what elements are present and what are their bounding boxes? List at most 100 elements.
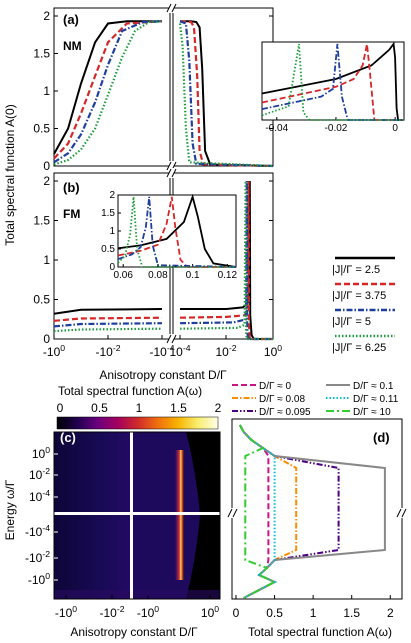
legend-label: D/Γ ≈ 0.11 — [353, 394, 399, 405]
y-tick-label: 0 — [43, 332, 50, 346]
heatmap-frame — [53, 431, 221, 600]
panel-b-inset: 0.06 0.08 0.1 0.12 0 0.5 1 1.5 2 — [101, 190, 237, 281]
x-tick-label: 1.5 — [343, 606, 360, 620]
panel-d-legend: D/Γ ≈ 0 D/Γ ≈ 0.08 D/Γ ≈ 0.095 D/Γ ≈ 0.1 D/Γ… — [232, 381, 399, 418]
x-tick-label: 0.5 — [266, 606, 283, 620]
panel-a-ylabel: Total spectral function A(0) — [3, 104, 17, 245]
inset-x-tick-label: -0.02 — [325, 123, 348, 134]
axis-break-bottom-gap — [169, 334, 174, 344]
inset-x-tick-label: 0.1 — [186, 270, 200, 281]
x-tick-label: -10-2 — [95, 343, 120, 359]
panel-d-break-left-slash2 — [232, 508, 238, 518]
x-tick-label: 100 — [264, 343, 282, 359]
inset-x-tick-label: -0.04 — [265, 123, 288, 134]
panel-d: D/Γ ≈ 0 D/Γ ≈ 0.08 D/Γ ≈ 0.095 D/Γ ≈ 0.1 D/Γ… — [227, 381, 407, 639]
panel-b-xlabel: Anisotropy constant D/Γ — [99, 368, 227, 382]
heatmap — [53, 431, 221, 600]
panel-d-label: (d) — [373, 430, 390, 445]
axis-break-bottom-slash2 — [171, 334, 177, 344]
y-tick-label: 2 — [43, 174, 50, 188]
x-tick-label: -10-4 — [149, 343, 174, 359]
legend-label: |J|/Γ = 5 — [332, 316, 371, 328]
panel-d-break-right-slash1 — [396, 508, 402, 518]
y-tick-label: 10-4 — [29, 488, 50, 504]
series-0-left — [53, 308, 163, 315]
panel-c-y-ticks: 100 10-2 10-4 -10-4 -10-2 -100 — [25, 445, 58, 587]
x-tick-label: 10-2 — [215, 343, 236, 359]
panel-a: (a) NM 0 0.5 1 1.5 2 -0.04 -0.02 0 — [33, 3, 405, 173]
series-3-left — [53, 327, 163, 333]
series-3-right — [178, 23, 274, 168]
series-2-right — [179, 180, 273, 341]
x-tick-label: 10-4 — [169, 343, 190, 359]
panel-d-series-5 — [239, 424, 277, 599]
inset-series-0 — [117, 193, 237, 268]
colorbar-tick-label: 2 — [215, 401, 222, 415]
panel-d-curves — [227, 424, 407, 599]
inset-y-tick-label: 0 — [109, 262, 115, 273]
axis-break-top-slash1 — [166, 3, 172, 13]
inset-series-1 — [261, 43, 404, 121]
y-tick-label: 1 — [43, 253, 50, 267]
axis-break-bottom-slash1 — [166, 161, 172, 171]
inset-frame — [117, 194, 237, 268]
heatmap-horizontal-break — [54, 512, 220, 515]
panel-d-xlabel: Total spectral function A(ω) — [248, 625, 392, 639]
panel-b-curves — [53, 168, 273, 344]
inset-series-2 — [117, 196, 237, 268]
series-1-left — [53, 316, 163, 322]
x-tick-label: 2 — [387, 606, 394, 620]
axis-break-bottom-gap — [169, 161, 174, 171]
inset-series-0 — [261, 41, 404, 121]
panel-b-tag: FM — [63, 207, 80, 221]
panel-b-x-ticks: -100 -10-2 -10-410-4 10-2 100 — [43, 335, 282, 359]
axis-break-bottom-slash1 — [166, 334, 172, 344]
panel-c-title: Total spectral function A(ω) — [58, 384, 202, 398]
inset-x-tick-label: 0.12 — [218, 270, 238, 281]
panel-a-curves — [53, 3, 274, 171]
x-tick-label: 1 — [310, 606, 317, 620]
legend-label: D/Γ ≈ 0.08 — [259, 394, 305, 405]
colorbar-tick-label: 1 — [136, 401, 143, 415]
y-tick-label: 10-2 — [29, 466, 50, 482]
panel-a-frame-left — [53, 7, 171, 167]
panel-d-break-right-gap — [399, 508, 404, 518]
colorbar-bar — [56, 416, 219, 430]
panel-b: (b) FM 0 0.5 1 1.5 2 -100 -10-2 -10-410-4 10-2 1… — [33, 168, 282, 382]
legend-label: D/Γ ≈ 0 — [259, 381, 292, 392]
y-tick-label: 1.5 — [33, 214, 50, 228]
panel-a-tag: NM — [63, 39, 82, 53]
y-tick-label: 100 — [32, 445, 50, 461]
panel-d-frame — [231, 418, 403, 600]
axis-break-top-slash2 — [171, 3, 177, 13]
heatmap-left-block — [54, 432, 130, 599]
x-tick-label: -100 — [137, 604, 159, 620]
x-tick-label: -100 — [55, 604, 77, 620]
legend-label: D/Γ ≈ 0.1 — [353, 381, 394, 392]
colorbar-tick-label: 0.5 — [91, 401, 108, 415]
panel-a-y-ticks: 0 0.5 1 1.5 2 — [33, 9, 273, 173]
y-tick-label: 0 — [43, 159, 50, 173]
panel-d-break-right-slash2 — [401, 508, 407, 518]
colorbar-tick-label: 1.5 — [170, 401, 187, 415]
inset-series-3 — [117, 196, 236, 268]
inset-x-tick-label: 0 — [392, 123, 398, 134]
inset-y-tick-label: 2 — [109, 190, 115, 201]
colorbar: 0 0.5 1 1.5 2 — [56, 401, 222, 430]
y-tick-label: -10-4 — [25, 523, 50, 539]
panel-c-ylabel: Energy ω/Γ — [3, 479, 17, 540]
inset-y-tick-label: 0.5 — [101, 244, 115, 255]
legend-label: |J|/Γ = 6.25 — [332, 342, 386, 354]
legend-label: |J|/Γ = 3.75 — [332, 290, 386, 302]
inset-series-1 — [117, 196, 236, 268]
axis-break-top-gap — [169, 168, 174, 178]
panel-a-inset: -0.04 -0.02 0 — [261, 41, 405, 134]
panel-a-label: (a) — [63, 12, 79, 27]
heatmap-bottom-fade — [54, 590, 220, 599]
panel-d-break-left-slash1 — [227, 508, 233, 518]
legend-label: D/Γ ≈ 10 — [353, 407, 391, 418]
y-tick-label: 1.5 — [33, 47, 50, 61]
axis-break-top-slash1 — [166, 168, 172, 178]
series-0-left — [53, 20, 162, 155]
panel-c-label: (c) — [60, 430, 76, 445]
